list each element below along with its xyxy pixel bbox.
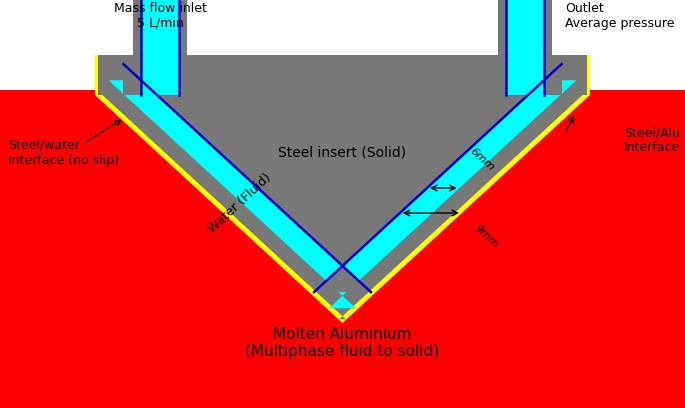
Text: Outlet
Average pressure: Outlet Average pressure [566, 2, 675, 30]
Bar [0, 0, 685, 55]
Text: Steel/Alu
Interface: Steel/Alu Interface [624, 126, 680, 154]
Text: Water (Fluid): Water (Fluid) [206, 171, 274, 235]
Text: Molten Aluminium
(Multiphase fluid to solid): Molten Aluminium (Multiphase fluid to so… [245, 327, 440, 359]
Bar [498, 0, 552, 55]
Polygon shape [95, 95, 590, 323]
Bar [99, 55, 586, 95]
Text: Steel/water
Interface (no slip): Steel/water Interface (no slip) [8, 139, 119, 167]
Bar [141, 55, 179, 95]
Polygon shape [123, 64, 562, 292]
Polygon shape [99, 91, 586, 319]
Bar [506, 0, 544, 55]
Bar [141, 0, 179, 55]
Bar [95, 55, 590, 95]
Bar [123, 55, 562, 95]
Polygon shape [108, 80, 577, 308]
Text: 9mm: 9mm [472, 223, 500, 250]
Text: 6mm: 6mm [468, 146, 496, 173]
Bar [133, 0, 187, 55]
Text: Mass flow inlet
5 L/min: Mass flow inlet 5 L/min [114, 2, 206, 30]
Bar [506, 55, 544, 95]
Text: Steel insert (Solid): Steel insert (Solid) [278, 146, 407, 160]
Bar [0, 90, 685, 408]
